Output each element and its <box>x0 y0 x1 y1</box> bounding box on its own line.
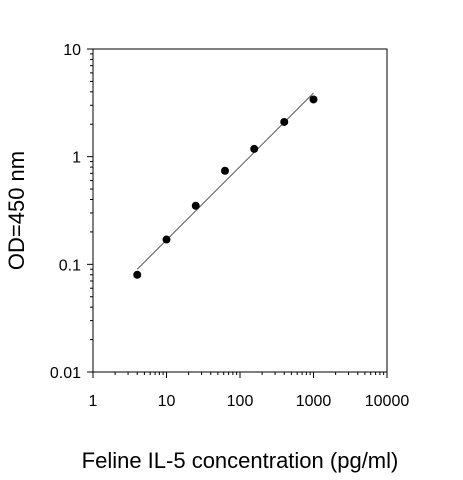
x-axis-title: Feline IL-5 concentration (pg/ml) <box>82 448 399 473</box>
y-tick-label: 10 <box>63 42 81 59</box>
x-tick-label: 10 <box>158 393 176 410</box>
data-point <box>162 235 171 244</box>
data-point <box>220 166 229 175</box>
x-axis-ticks: 1 10 100 1000 10000 <box>89 372 410 410</box>
data-point <box>191 201 200 210</box>
data-point <box>309 95 318 104</box>
data-point <box>133 270 142 279</box>
y-tick-label: 0.01 <box>50 365 81 382</box>
x-tick-label: 1 <box>89 393 98 410</box>
data-point <box>250 144 259 153</box>
x-tick-label: 1000 <box>296 393 332 410</box>
plot-frame <box>92 48 388 373</box>
y-axis-title: OD=450 nm <box>4 151 29 270</box>
y-tick-label: 1 <box>72 150 81 167</box>
data-points <box>133 95 318 279</box>
x-tick-label: 10000 <box>365 393 410 410</box>
data-point <box>280 117 289 126</box>
x-tick-label: 100 <box>227 393 254 410</box>
y-axis-ticks: 0.01 0.1 1 10 <box>50 42 93 382</box>
y-tick-label: 0.1 <box>59 257 81 274</box>
